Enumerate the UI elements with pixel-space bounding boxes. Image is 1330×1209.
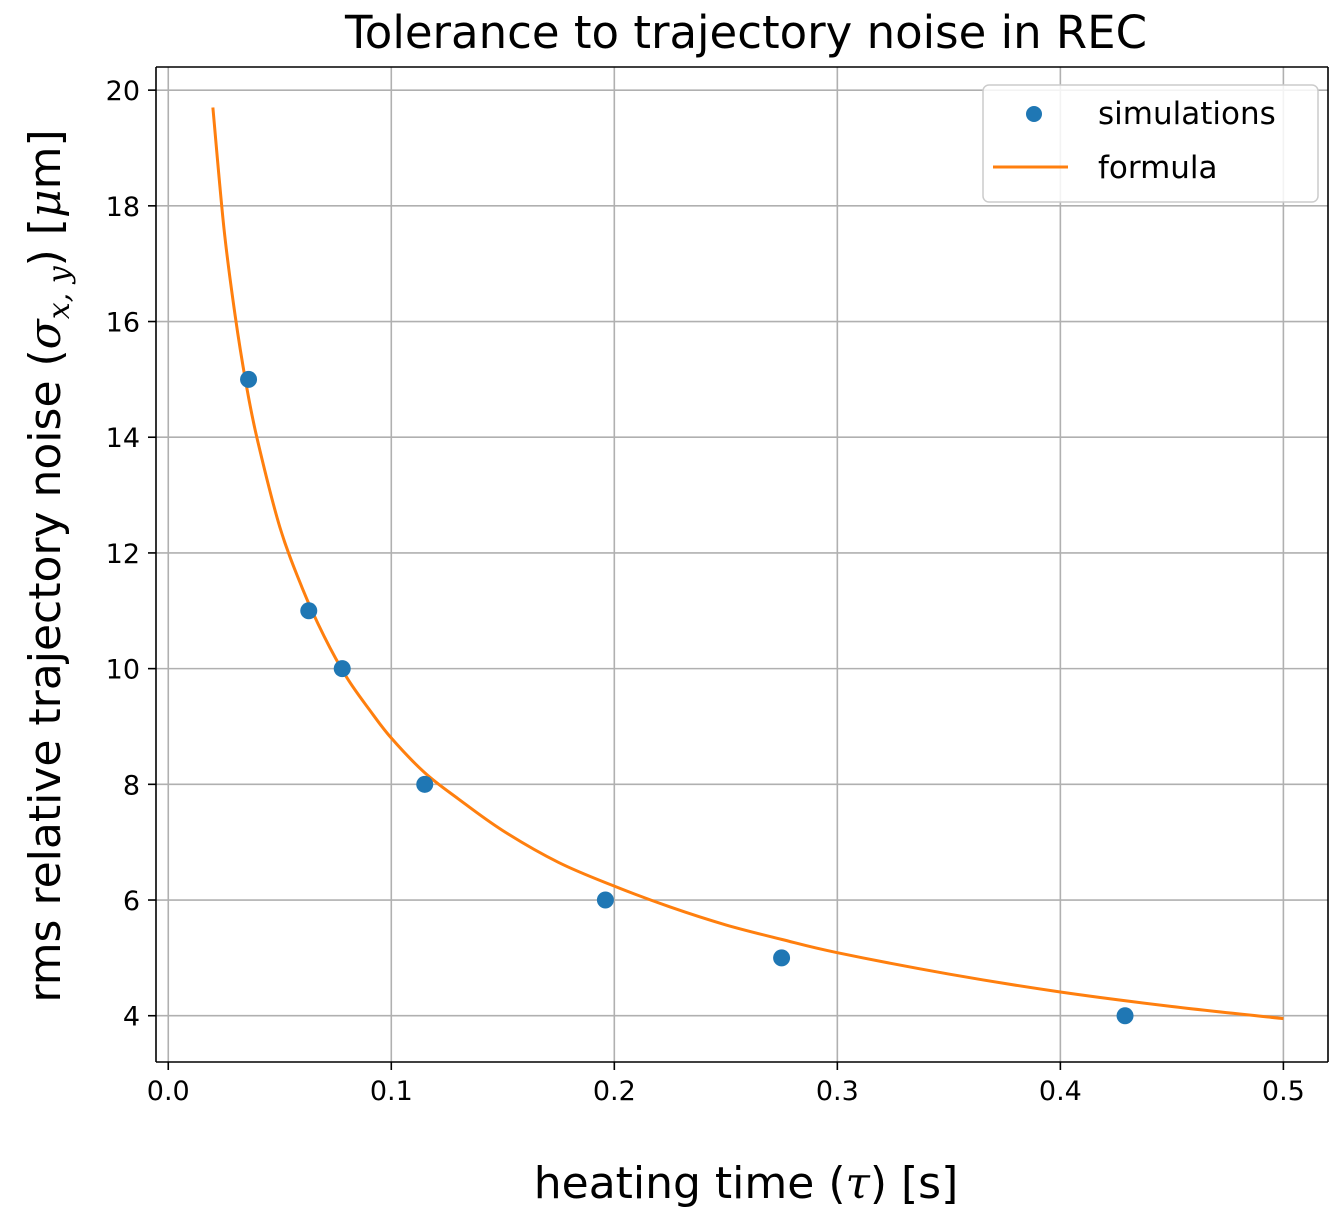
y-tick-label: 12 bbox=[106, 539, 140, 570]
ticks: 0.0 0.1 0.2 0.3 0.4 0.5 4 6 8 10 12 14 16 18 20 bbox=[106, 76, 1305, 1107]
y-tick-label: 8 bbox=[123, 770, 140, 801]
simulation-point bbox=[773, 949, 791, 967]
y-axis-label-post: m] bbox=[20, 129, 71, 189]
y-axis-label-subscript: x, y bbox=[42, 265, 77, 319]
y-tick-label: 20 bbox=[106, 76, 140, 107]
simulation-point bbox=[596, 891, 614, 909]
x-axis-label-post: ) [s] bbox=[870, 1158, 958, 1209]
chart-title: Tolerance to trajectory noise in REC bbox=[344, 6, 1147, 59]
x-tick-label: 0.0 bbox=[147, 1076, 190, 1107]
x-tick-label: 0.3 bbox=[816, 1076, 859, 1107]
legend: simulations formula bbox=[982, 84, 1319, 203]
y-tick-label: 16 bbox=[106, 308, 140, 339]
simulation-point bbox=[1116, 1007, 1134, 1025]
simulation-point bbox=[333, 660, 351, 678]
y-tick-label: 18 bbox=[106, 192, 140, 223]
legend-frame bbox=[982, 84, 1319, 203]
plot-area bbox=[156, 67, 1328, 1062]
x-tick-label: 0.5 bbox=[1262, 1076, 1305, 1107]
formula-line bbox=[211, 107, 1284, 1021]
legend-label-simulations: simulations bbox=[1098, 96, 1276, 132]
simulation-point bbox=[416, 775, 434, 793]
axes bbox=[155, 66, 1329, 1063]
simulations-series bbox=[240, 370, 1134, 1025]
x-tick-label: 0.4 bbox=[1039, 1076, 1082, 1107]
grid bbox=[156, 67, 1328, 1062]
y-axis-label-pre: rms relative trajectory noise ( bbox=[20, 349, 71, 1002]
y-axis-label-unit-symbol: μ bbox=[20, 189, 71, 218]
y-tick-label: 14 bbox=[106, 423, 140, 454]
legend-marker-simulations bbox=[1026, 106, 1042, 122]
x-axis-label: heating time (τ) [s] bbox=[534, 1158, 959, 1209]
formula-series bbox=[211, 107, 1284, 1021]
x-tick-label: 0.2 bbox=[593, 1076, 636, 1107]
legend-label-formula: formula bbox=[1098, 150, 1218, 186]
x-tick-label: 0.1 bbox=[370, 1076, 413, 1107]
y-tick-label: 10 bbox=[106, 655, 140, 686]
y-axis-label: rms relative trajectory noise (σx, y) [μ… bbox=[20, 129, 77, 1002]
y-axis-label-mid: ) [ bbox=[20, 218, 71, 266]
y-tick-label: 6 bbox=[123, 886, 140, 917]
simulation-point bbox=[300, 602, 318, 620]
y-axis-label-symbol: σ bbox=[20, 317, 71, 349]
simulation-point bbox=[240, 370, 258, 388]
x-axis-label-symbol: τ bbox=[846, 1158, 871, 1209]
x-axis-label-pre: heating time ( bbox=[534, 1158, 846, 1209]
y-tick-label: 4 bbox=[123, 1002, 140, 1033]
